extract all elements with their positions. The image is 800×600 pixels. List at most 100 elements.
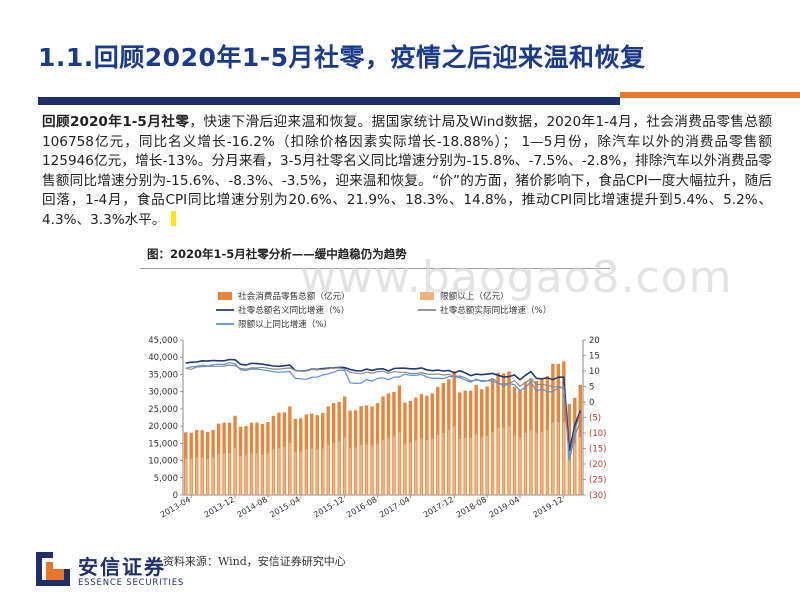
title-underline-orange [620, 92, 800, 98]
summary-body: ，快速下滑后迎来温和恢复。据国家统计局及Wind数据，2020年1-4月，社会消… [42, 114, 772, 228]
bar-above-quota [420, 438, 423, 495]
retail-sales-chart: 社会消费品零售总额（亿元） 限额以上（亿元） 社零总额名义同比增速（%） 社零总额实际… [148, 290, 606, 520]
x-tick-label: 2017-04 [378, 495, 411, 520]
line-series-1 [185, 358, 582, 452]
bar-above-quota [464, 437, 467, 495]
bar-above-quota [579, 437, 582, 495]
left-tick-label: 40,000 [148, 353, 178, 363]
x-tick-label: 2013-12 [203, 495, 236, 520]
bar-above-quota [393, 436, 395, 495]
right-tick-label: (30) [589, 491, 606, 501]
bar-above-quota [535, 433, 538, 495]
bar-above-quota [568, 448, 571, 495]
bar-above-quota [299, 451, 302, 495]
bar-above-quota [360, 445, 363, 495]
title-underline-navy [38, 97, 620, 105]
legend-label: 社零总额实际同比增速（%） [440, 304, 551, 316]
essence-logo-icon [36, 552, 70, 586]
figure-title-rule [140, 268, 610, 269]
bar-above-quota [475, 434, 478, 495]
text-cursor-highlight [171, 210, 177, 226]
bar-above-quota [277, 448, 280, 495]
right-tick-label: 15 [589, 352, 600, 362]
bar-above-quota [195, 457, 198, 495]
summary-paragraph: 回顾2020年1-5月社零，快速下滑后迎来温和恢复。据国家统计局及Wind数据，… [42, 113, 772, 231]
bar-above-quota [442, 433, 445, 495]
x-tick-label: 2015-04 [268, 495, 301, 520]
chart-bars [184, 361, 582, 495]
bar-above-quota [228, 452, 231, 495]
bar-above-quota [540, 431, 543, 495]
bar-above-quota [491, 431, 494, 495]
bar-above-quota [223, 453, 226, 495]
chart-legend: 社会消费品零售总额（亿元） 限额以上（亿元） 社零总额名义同比增速（%） 社零总额实际… [216, 290, 551, 330]
bar-above-quota [453, 426, 456, 495]
right-tick-label: 0 [589, 398, 594, 408]
bar-above-quota [431, 438, 434, 495]
bar-above-quota [365, 444, 368, 495]
bar-above-quota [551, 422, 554, 495]
bar-above-quota [403, 443, 406, 495]
bar-above-quota [250, 453, 253, 495]
bar-above-quota [469, 437, 472, 495]
x-tick-label: 2015-12 [312, 495, 345, 520]
chart-lines [185, 358, 582, 461]
bar-above-quota [376, 443, 379, 495]
right-tick-label: 20 [589, 336, 600, 346]
bar-above-quota [524, 432, 527, 495]
bar-above-quota [382, 439, 384, 495]
x-tick-label: 2018-08 [455, 495, 488, 520]
bar-above-quota [316, 449, 319, 495]
bar-above-quota [557, 422, 560, 495]
left-tick-label: 10,000 [148, 457, 178, 467]
right-tick-label: (5) [589, 414, 601, 424]
bar-above-quota [283, 446, 286, 495]
bar-above-quota [387, 437, 390, 495]
bar-above-quota [502, 427, 505, 495]
bar-above-quota [288, 442, 291, 495]
bar-above-quota [371, 445, 373, 495]
bar-above-quota [508, 426, 510, 495]
brand-name-cn: 安信证券 [78, 555, 166, 579]
summary-lead: 回顾2020年1-5月社零 [42, 114, 190, 130]
bar-above-quota [234, 447, 236, 495]
bar-above-quota [414, 440, 417, 495]
bar-above-quota [354, 447, 357, 495]
left-tick-label: 25,000 [148, 405, 178, 415]
line-series-3 [185, 361, 581, 461]
brand-name-en: ESSENCE SECURITIES [78, 578, 185, 588]
legend-label: 限额以上同比增速（%） [238, 318, 332, 330]
x-tick-label: 2019-12 [531, 495, 564, 520]
bar-above-quota [447, 429, 450, 495]
bar-above-quota [458, 438, 461, 495]
bar-above-quota [349, 447, 352, 495]
watermark: www.baogao8.com [300, 252, 733, 303]
bar-above-quota [217, 454, 220, 495]
bar-above-quota [519, 437, 521, 495]
bar-above-quota [486, 436, 489, 495]
x-tick-label: 2017-12 [422, 495, 455, 520]
right-tick-label: (25) [589, 476, 606, 486]
x-tick-label: 2014-08 [235, 495, 268, 520]
bar-above-quota [294, 451, 297, 495]
bar-above-quota [201, 457, 204, 495]
bar-above-quota [530, 430, 532, 495]
right-tick-label: 5 [589, 383, 594, 393]
page-title: 1.1.回顾2020年1-5月社零，疫情之后迎来温和恢复 [38, 43, 646, 72]
bar-above-quota [573, 443, 576, 495]
bar-above-quota [184, 458, 187, 495]
bar-above-quota [256, 453, 258, 495]
line-series-2 [185, 364, 581, 459]
bar-above-quota [190, 459, 193, 495]
left-tick-label: 15,000 [148, 439, 178, 449]
left-tick-label: 45,000 [148, 336, 178, 346]
right-tick-label: (10) [589, 429, 606, 439]
bar-above-quota [332, 442, 335, 495]
bar-above-quota [305, 449, 308, 495]
bar-above-quota [513, 435, 516, 495]
legend-label: 限额以上（亿元） [440, 290, 509, 302]
bar-above-quota [497, 427, 500, 495]
left-tick-label: 20,000 [148, 422, 178, 432]
figure-source: 资料来源：Wind，安信证券研究中心 [163, 555, 346, 568]
bar-above-quota [546, 430, 549, 495]
